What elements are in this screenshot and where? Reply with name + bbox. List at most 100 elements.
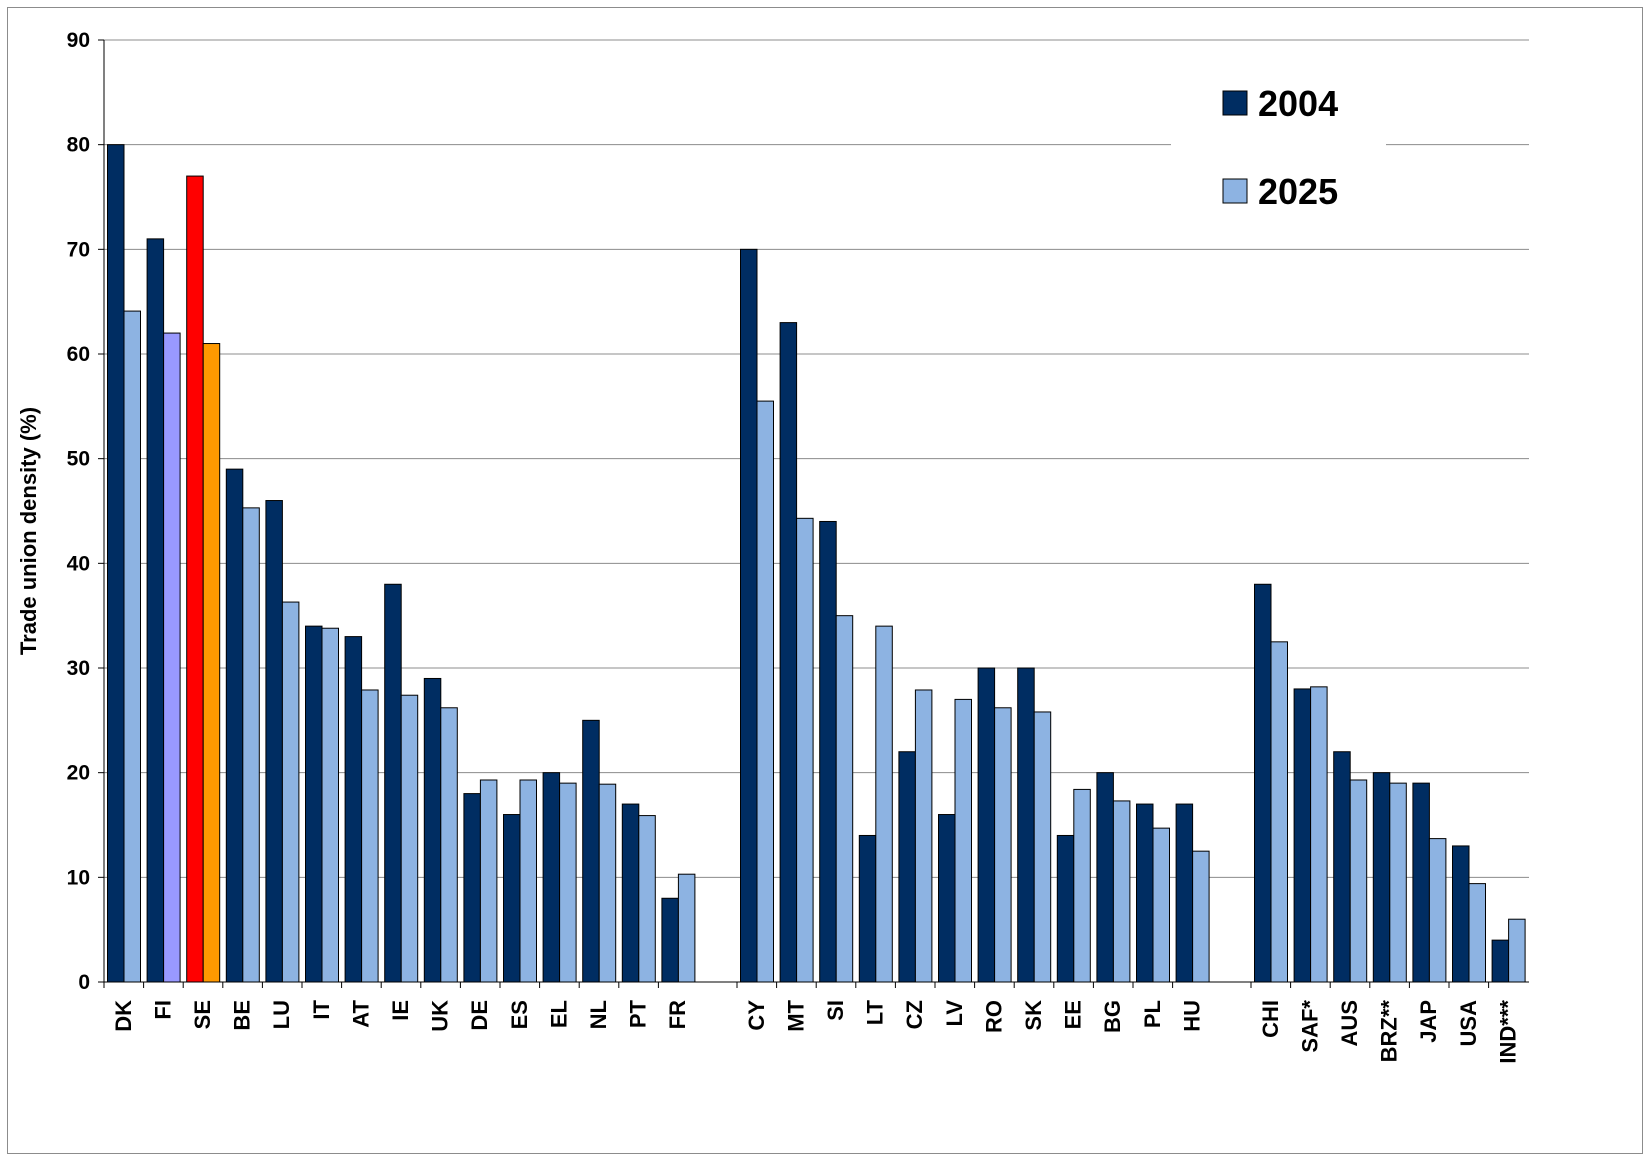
bar-2004-FI	[146, 238, 165, 983]
bar-2025-JAP	[1428, 838, 1447, 983]
bar-2025-MT	[796, 517, 814, 983]
category-label: UK	[428, 1000, 453, 1032]
category-label: IND***	[1495, 1000, 1520, 1064]
category-label: LT	[863, 999, 888, 1025]
bar-2004-SE	[186, 175, 204, 983]
gridlines	[104, 39, 1529, 878]
bar-2025-RO	[994, 707, 1012, 983]
bar-2004-CY	[740, 248, 758, 983]
bar-2004-SI	[819, 520, 837, 983]
category-label: IE	[388, 1000, 413, 1021]
bar-2025-HU	[1192, 850, 1210, 983]
category-label: BG	[1100, 1000, 1125, 1033]
bar-2004-UK	[423, 677, 442, 983]
y-tick-label: 90	[67, 29, 90, 52]
bar-2004-SK	[1017, 667, 1035, 983]
bar-2004-AT	[344, 636, 363, 983]
bar-2025-AUS	[1349, 779, 1368, 983]
bar-2004-FR	[661, 897, 679, 983]
bar-2004-USA	[1452, 845, 1470, 983]
category-label: CHI	[1258, 1000, 1283, 1038]
bar-2025-PT	[638, 815, 656, 983]
legend-label-2004: 2004	[1258, 83, 1338, 124]
bar-2004-NL	[582, 719, 600, 983]
bar-2025-EE	[1073, 788, 1091, 983]
category-label: JAP	[1416, 1000, 1441, 1043]
y-axis-title: Trade union density (%)	[16, 407, 41, 655]
y-tick-label: 70	[67, 238, 90, 261]
legend-label-2025: 2025	[1258, 171, 1338, 212]
bar-2004-SAF*	[1293, 688, 1312, 983]
bar-2004-EE	[1056, 834, 1075, 983]
category-label: BE	[230, 1000, 255, 1031]
bar-2004-CZ	[898, 751, 916, 983]
chart-frame: 0 10 20 30 40 50 60 70 80 90 DK FI SE BE LU IT AT IE UK DE…	[7, 7, 1643, 1154]
category-label: SI	[823, 1000, 848, 1021]
category-label: AT	[348, 999, 373, 1027]
y-tick-labels: 0 10 20 30 40 50 60 70 80 90	[67, 29, 90, 994]
bar-2004-BG	[1096, 772, 1114, 983]
category-label: FI	[150, 1000, 175, 1020]
bar-2004-AUS	[1333, 751, 1351, 983]
bar-2025-SI	[835, 615, 854, 983]
y-tick-label: 20	[67, 762, 90, 785]
category-label: PT	[626, 999, 651, 1028]
bar-2025-BRZ**	[1389, 782, 1407, 983]
bar-2025-EL	[559, 782, 577, 983]
bar-2025-SK	[1033, 711, 1052, 983]
bar-2025-DE	[479, 779, 498, 983]
bar-2025-PL	[1152, 827, 1170, 983]
axes	[98, 39, 1529, 988]
bar-2004-HU	[1175, 803, 1194, 983]
category-label: MT	[783, 999, 808, 1031]
category-label: SAF*	[1297, 1000, 1322, 1053]
category-label: IT	[309, 999, 334, 1019]
bar-2004-PT	[621, 803, 640, 983]
category-label: LU	[269, 1000, 294, 1029]
bar-2025-LT	[875, 625, 893, 983]
y-tick-label: 50	[67, 448, 90, 471]
bar-2025-BE	[242, 507, 260, 983]
category-labels: DK FI SE BE LU IT AT IE UK DE ES EL NL PT FR CY MT SI LT CZ…	[111, 999, 1521, 1063]
category-label: HU	[1179, 1000, 1204, 1032]
category-label: DE	[467, 1000, 492, 1031]
category-label: ES	[507, 1000, 532, 1029]
y-tick-label: 0	[78, 971, 90, 994]
bar-2004-LU	[265, 500, 283, 983]
category-label: USA	[1456, 1000, 1481, 1047]
category-label: EE	[1061, 1000, 1086, 1029]
bar-2025-IT	[321, 627, 339, 983]
bar-2025-DK	[123, 310, 141, 983]
category-label: DK	[111, 1000, 136, 1032]
bar-2004-IT	[305, 625, 323, 983]
y-tick-label: 10	[67, 866, 90, 889]
bar-2004-BRZ**	[1372, 772, 1391, 983]
category-label: FR	[665, 1000, 690, 1029]
category-label: BRZ**	[1377, 1000, 1402, 1063]
y-tick-label: 30	[67, 657, 90, 680]
legend-background	[1171, 63, 1386, 233]
bar-2025-UK	[440, 707, 458, 983]
bar-2025-CY	[756, 400, 774, 983]
category-label: RO	[981, 1000, 1006, 1033]
y-tick-label: 80	[67, 134, 90, 157]
bar-2004-CHI	[1254, 583, 1272, 983]
bar-2004-BE	[225, 468, 244, 983]
bar-2025-SAF*	[1310, 686, 1328, 983]
bar-2004-LT	[858, 834, 877, 983]
category-label: AUS	[1337, 1000, 1362, 1046]
bar-2004-MT	[779, 322, 798, 983]
bar-2004-JAP	[1412, 782, 1430, 983]
bar-2025-SE	[202, 343, 221, 983]
y-tick-label: 40	[67, 552, 90, 575]
category-label: EL	[546, 1000, 571, 1028]
bar-2004-LV	[938, 814, 956, 983]
bar-2025-LV	[954, 698, 972, 983]
category-label: LV	[942, 1000, 967, 1027]
legend: 2004 2025	[1171, 63, 1386, 233]
category-label: CZ	[902, 1000, 927, 1029]
bar-2025-CZ	[914, 689, 933, 983]
legend-swatch-2004	[1222, 90, 1248, 116]
bar-2025-IND***	[1508, 918, 1526, 983]
bar-2025-BG	[1112, 800, 1131, 983]
